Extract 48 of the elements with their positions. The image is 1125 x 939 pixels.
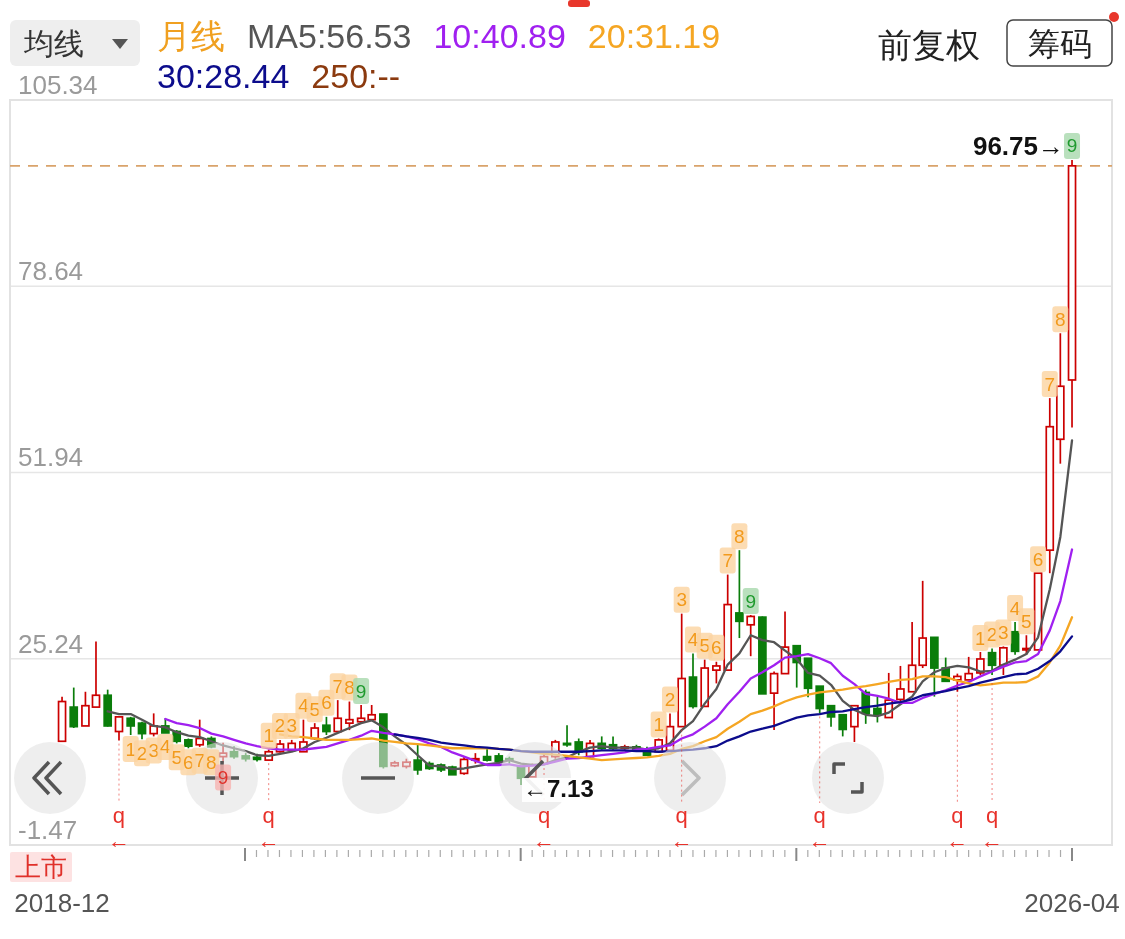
y-tick-label: 78.64 <box>18 256 84 287</box>
annotation: q <box>951 802 964 828</box>
y-tick-label: -1.47 <box>18 815 78 845</box>
sequence-tag: 9 <box>1064 132 1080 159</box>
y-tick-label: 51.94 <box>18 442 84 473</box>
legend-item: 20:31.19 <box>587 17 721 55</box>
annotation: ← <box>107 827 130 853</box>
annotation: q <box>813 802 826 828</box>
annotation: q <box>112 802 126 828</box>
extreme-label: 96.75→ <box>971 130 1065 161</box>
annotation: q <box>985 802 999 828</box>
y-tick-label: 25.24 <box>18 628 84 659</box>
sequence-tag: 6 <box>1030 546 1047 573</box>
text: 前复权 <box>878 26 980 64</box>
annotation: q <box>262 802 275 828</box>
annotation: ← <box>946 827 969 853</box>
chip-button: 筹码 <box>1006 19 1113 67</box>
extreme-label: ←7.13 <box>522 775 595 803</box>
x-tick-label: 2026-04 <box>1024 888 1120 918</box>
sequence-tag: 7 <box>719 547 736 574</box>
sequence-tag: 9 <box>742 588 759 615</box>
sequence-tag: 8 <box>1052 306 1069 333</box>
sequence-tag: 2 <box>662 686 678 713</box>
sequence-tag: 6 <box>318 689 335 716</box>
sequence-tag: 6 <box>708 634 725 661</box>
chart-title: 月线 <box>157 17 225 55</box>
y-tick-label: 105.34 <box>18 70 98 100</box>
annotation: ← <box>257 827 280 853</box>
annotation: ← <box>533 827 556 853</box>
sequence-tag: 3 <box>673 586 690 613</box>
x-tick-label: 2018-12 <box>14 888 110 918</box>
legend-item: 10:40.89 <box>433 17 566 55</box>
annotation: q <box>675 802 688 828</box>
annotation: ← <box>670 827 693 853</box>
legend-item: 250:-- <box>311 57 401 95</box>
sequence-tag: 7 <box>1041 371 1058 398</box>
annotation: ← <box>981 827 1004 853</box>
legend-item: 30:28.44 <box>157 57 290 95</box>
annotation: q <box>537 802 551 828</box>
annotation: ← <box>808 827 831 853</box>
indicator-select: 均线 <box>10 20 140 66</box>
sequence-tag: 5 <box>1018 608 1035 635</box>
sequence-tag: 8 <box>731 523 748 550</box>
sequence-tag: 9 <box>353 678 370 704</box>
sequence-tag: 1 <box>650 711 667 738</box>
listing-tag: 上市 <box>10 852 72 882</box>
sequence-tag: 3 <box>995 619 1012 646</box>
legend-item: MA5:56.53 <box>247 17 412 55</box>
